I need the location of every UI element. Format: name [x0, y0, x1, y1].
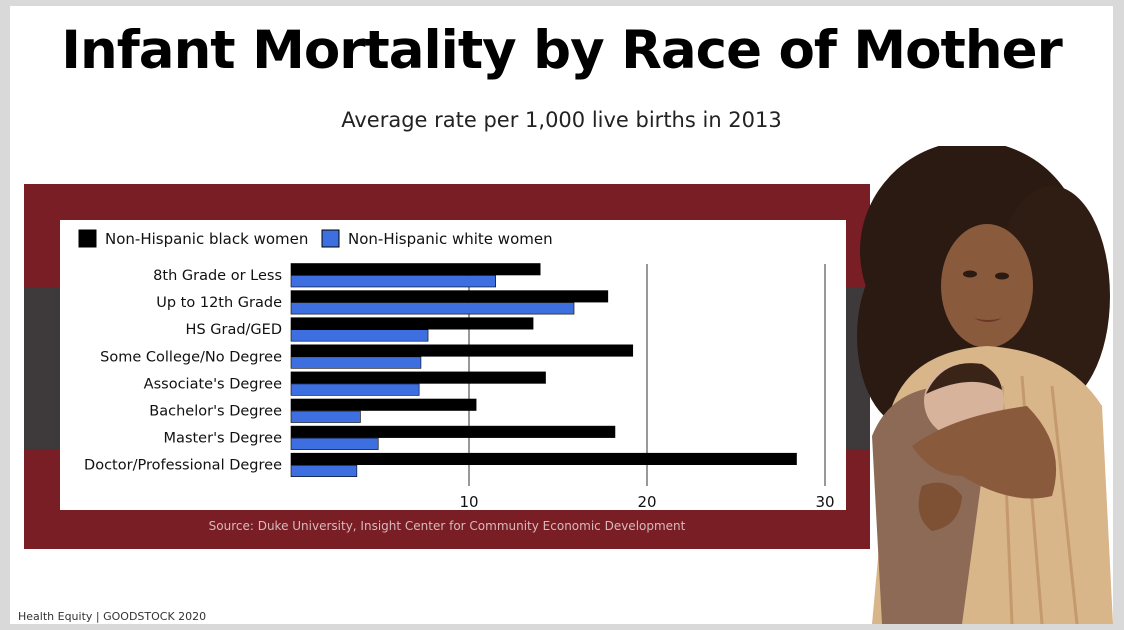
slide-title: Infant Mortality by Race of Mother	[61, 20, 1062, 81]
bar-black-8	[290, 452, 797, 465]
mother-arm	[912, 406, 1057, 499]
category-label-7: Master's Degree	[164, 431, 283, 447]
bar-white-4	[290, 356, 422, 369]
chart-bars	[290, 263, 797, 477]
legend-label-1: Non-Hispanic black women	[105, 230, 308, 248]
mother-eye-left	[963, 270, 977, 278]
x-axis-ticks: 10 20 30	[459, 493, 834, 511]
bar-black-7	[290, 425, 616, 438]
bar-white-7	[290, 437, 379, 450]
slide: Infant Mortality by Race of Mother Avera…	[10, 6, 1113, 624]
x-tick-label-30: 30	[815, 493, 834, 510]
bar-black-1	[290, 263, 541, 276]
category-label-8: Doctor/Professional Degree	[84, 458, 282, 474]
bar-white-2	[290, 302, 575, 315]
bar-black-2	[290, 290, 609, 303]
category-label-2: Up to 12th Grade	[156, 295, 282, 311]
legend-label-2: Non-Hispanic white women	[348, 230, 553, 248]
category-label-3: HS Grad/GED	[186, 322, 282, 338]
bar-black-3	[290, 317, 534, 330]
mother-hand	[918, 482, 962, 531]
x-tick-label-20: 20	[637, 493, 656, 510]
bar-black-5	[290, 371, 546, 384]
slide-subtitle: Average rate per 1,000 live births in 20…	[341, 108, 782, 132]
bar-chart: Non-Hispanic black women Non-Hispanic whi…	[78, 229, 835, 511]
baby-hair	[926, 363, 1002, 394]
bar-white-8	[290, 464, 358, 477]
chart-panel: Non-Hispanic black women Non-Hispanic whi…	[60, 220, 846, 511]
bar-white-1	[290, 275, 496, 288]
legend-swatch-2	[321, 229, 340, 248]
category-label-4: Some College/No Degree	[100, 349, 282, 365]
legend-swatch-1	[78, 229, 97, 248]
bar-white-5	[290, 383, 420, 396]
category-label-1: 8th Grade or Less	[153, 268, 282, 284]
bar-white-6	[290, 410, 361, 423]
slide-footer: Health Equity | GOODSTOCK 2020	[18, 610, 207, 623]
bar-black-4	[290, 344, 634, 357]
mother-holding-newborn-photo	[857, 146, 1113, 624]
bar-white-3	[290, 329, 429, 342]
mother-face	[941, 224, 1033, 348]
mother-lips	[974, 318, 1002, 322]
bar-black-6	[290, 398, 477, 411]
x-tick-label-10: 10	[459, 493, 478, 510]
chart-source: Source: Duke University, Insight Center …	[208, 519, 686, 533]
mother-eye-right	[995, 272, 1009, 280]
chart-frame: Non-Hispanic black women Non-Hispanic whi…	[24, 184, 870, 549]
chart-legend: Non-Hispanic black women Non-Hispanic whi…	[78, 229, 553, 248]
category-label-5: Associate's Degree	[144, 376, 282, 392]
category-label-6: Bachelor's Degree	[149, 404, 282, 420]
hair-shape-2	[994, 186, 1110, 406]
category-labels: 8th Grade or Less Up to 12th Grade HS Grad…	[84, 268, 282, 474]
